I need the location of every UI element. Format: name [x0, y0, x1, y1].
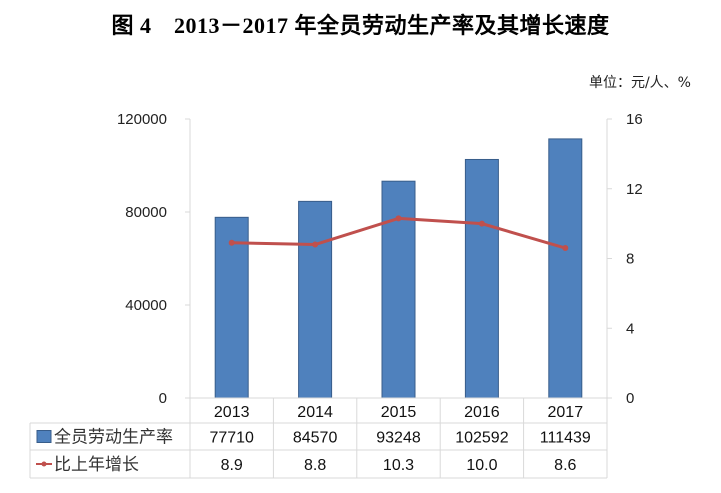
- left-tick-label: 40000: [125, 297, 167, 314]
- axes: 0 40000 80000 120000 0 4 8 12 16: [117, 111, 643, 407]
- bar: [464, 158, 499, 399]
- line-marker: [312, 241, 319, 248]
- table-cell: 8.8: [304, 457, 326, 474]
- category-label: 2013: [214, 404, 250, 421]
- table-cell: 8.6: [554, 457, 576, 474]
- right-tick-label: 12: [626, 181, 643, 198]
- table-cell: 93248: [376, 430, 421, 447]
- table-cell: 84570: [293, 430, 338, 447]
- chart-title: 图 4 2013－2017 年全员劳动生产率及其增长速度: [111, 13, 610, 38]
- legend-bar-icon: [36, 430, 52, 443]
- bar: [548, 138, 583, 399]
- bar: [381, 180, 416, 399]
- bar: [298, 200, 333, 399]
- table-cell: 102592: [455, 430, 508, 447]
- table-cell: 10.3: [383, 457, 414, 474]
- row-label: 比上年增长: [54, 455, 139, 475]
- bar-series: [214, 138, 583, 399]
- right-tick-label: 0: [626, 390, 634, 407]
- right-tick-label: 16: [626, 111, 643, 128]
- table-cell: 77710: [209, 430, 254, 447]
- line-marker: [562, 245, 569, 252]
- unit-note: 单位：元/人、%: [588, 75, 691, 91]
- left-tick-label: 0: [159, 390, 167, 407]
- line-marker: [395, 215, 402, 222]
- line-marker: [228, 239, 235, 246]
- legend-marker-icon: [41, 461, 47, 467]
- bar: [214, 216, 249, 399]
- category-label: 2017: [548, 404, 584, 421]
- row-label: 全员劳动生产率: [54, 428, 173, 448]
- data-table: 2013 2014 2015 2016 2017 全员劳动生产率 77710 84570 932…: [29, 397, 608, 479]
- category-label: 2014: [297, 404, 333, 421]
- right-tick-label: 8: [626, 251, 634, 268]
- left-tick-label: 120000: [117, 111, 167, 128]
- category-label: 2015: [381, 404, 417, 421]
- line-series: [228, 215, 569, 252]
- left-tick-label: 80000: [125, 204, 167, 221]
- table-cell: 10.0: [466, 457, 497, 474]
- table-cell: 111439: [540, 430, 591, 447]
- line-marker: [478, 220, 485, 227]
- category-label: 2016: [464, 404, 500, 421]
- right-tick-label: 4: [626, 320, 634, 337]
- table-cell: 8.9: [221, 457, 243, 474]
